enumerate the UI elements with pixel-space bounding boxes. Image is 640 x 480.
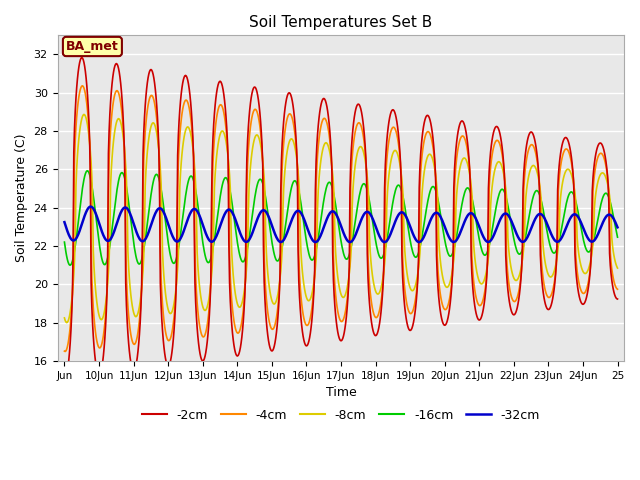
-16cm bbox=[67, 263, 74, 268]
-16cm bbox=[127, 217, 134, 223]
-8cm bbox=[63, 320, 70, 325]
Title: Soil Temperatures Set B: Soil Temperatures Set B bbox=[250, 15, 433, 30]
-32cm bbox=[614, 225, 621, 230]
-4cm bbox=[431, 156, 438, 161]
-16cm bbox=[614, 234, 621, 240]
Line: -2cm: -2cm bbox=[65, 58, 618, 380]
-2cm bbox=[255, 103, 263, 108]
-4cm bbox=[79, 83, 86, 89]
-32cm bbox=[255, 212, 263, 218]
-8cm bbox=[614, 265, 621, 271]
-2cm bbox=[78, 55, 86, 60]
-2cm bbox=[61, 377, 68, 383]
-8cm bbox=[228, 262, 236, 268]
X-axis label: Time: Time bbox=[326, 386, 356, 399]
-16cm bbox=[84, 168, 92, 174]
-16cm bbox=[61, 239, 68, 245]
-32cm bbox=[431, 211, 438, 216]
Line: -32cm: -32cm bbox=[65, 206, 618, 242]
-2cm bbox=[126, 354, 134, 360]
-8cm bbox=[431, 164, 438, 170]
-32cm bbox=[228, 209, 236, 215]
-8cm bbox=[399, 198, 407, 204]
Text: BA_met: BA_met bbox=[66, 40, 119, 53]
-32cm bbox=[86, 204, 94, 209]
-8cm bbox=[256, 138, 264, 144]
Line: -4cm: -4cm bbox=[65, 86, 618, 351]
-2cm bbox=[614, 296, 621, 302]
Line: -16cm: -16cm bbox=[65, 171, 618, 265]
-16cm bbox=[256, 176, 264, 182]
-32cm bbox=[276, 239, 284, 245]
-8cm bbox=[127, 291, 134, 297]
Y-axis label: Soil Temperature (C): Soil Temperature (C) bbox=[15, 134, 28, 263]
-16cm bbox=[399, 196, 407, 202]
-4cm bbox=[399, 268, 407, 274]
-16cm bbox=[431, 185, 438, 191]
-16cm bbox=[228, 204, 236, 209]
-4cm bbox=[127, 331, 134, 337]
-4cm bbox=[256, 123, 264, 129]
-4cm bbox=[61, 348, 69, 354]
-4cm bbox=[61, 348, 68, 354]
-4cm bbox=[614, 287, 621, 292]
Line: -8cm: -8cm bbox=[65, 114, 618, 323]
Legend: -2cm, -4cm, -8cm, -16cm, -32cm: -2cm, -4cm, -8cm, -16cm, -32cm bbox=[137, 404, 545, 427]
-2cm bbox=[276, 271, 284, 276]
-16cm bbox=[277, 251, 285, 257]
-8cm bbox=[61, 315, 68, 321]
-2cm bbox=[399, 274, 406, 280]
-32cm bbox=[346, 239, 354, 245]
-2cm bbox=[430, 142, 438, 148]
-4cm bbox=[228, 306, 236, 312]
-32cm bbox=[61, 219, 68, 225]
-2cm bbox=[228, 322, 236, 327]
-8cm bbox=[277, 268, 285, 274]
-32cm bbox=[126, 211, 134, 216]
-4cm bbox=[277, 256, 285, 262]
-8cm bbox=[80, 111, 88, 117]
-32cm bbox=[399, 210, 407, 216]
